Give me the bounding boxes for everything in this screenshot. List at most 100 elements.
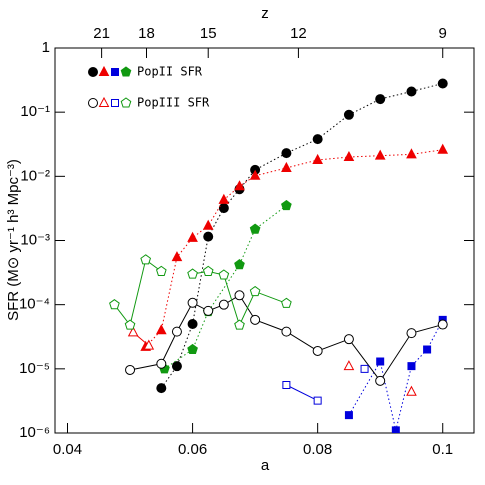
x2-tick-label: 18 bbox=[138, 25, 155, 42]
marker bbox=[344, 411, 353, 420]
x-tick-label: 0.1 bbox=[432, 441, 453, 458]
x2-tick-label: 15 bbox=[200, 25, 217, 42]
marker bbox=[406, 86, 417, 97]
series-line bbox=[145, 149, 443, 348]
marker bbox=[391, 426, 400, 433]
marker bbox=[360, 364, 369, 373]
marker bbox=[343, 334, 354, 345]
marker bbox=[218, 269, 230, 280]
marker bbox=[202, 265, 214, 276]
marker bbox=[406, 148, 417, 159]
marker bbox=[375, 94, 386, 105]
marker bbox=[281, 199, 292, 211]
y-tick-label: 10⁻⁵ bbox=[19, 360, 50, 377]
series-line bbox=[286, 369, 364, 401]
marker bbox=[282, 380, 291, 389]
marker bbox=[234, 319, 245, 330]
x-axis-label: a bbox=[261, 457, 270, 474]
marker bbox=[437, 319, 448, 330]
marker bbox=[343, 360, 355, 371]
legend-marker bbox=[111, 68, 119, 76]
marker bbox=[281, 148, 292, 159]
x2-tick-label: 9 bbox=[439, 25, 447, 42]
marker bbox=[406, 385, 417, 396]
marker bbox=[406, 328, 417, 339]
marker bbox=[140, 254, 152, 265]
marker bbox=[249, 169, 261, 180]
y-tick-label: 1 bbox=[42, 39, 50, 56]
legend-marker bbox=[88, 67, 98, 77]
marker bbox=[155, 324, 167, 335]
marker bbox=[437, 143, 449, 154]
marker bbox=[109, 299, 120, 310]
marker bbox=[376, 357, 385, 366]
marker bbox=[187, 297, 198, 308]
marker bbox=[281, 161, 292, 172]
marker bbox=[234, 180, 245, 191]
marker bbox=[156, 358, 167, 369]
marker bbox=[375, 375, 386, 386]
marker bbox=[187, 318, 198, 329]
legend-label: PopII SFR bbox=[137, 65, 203, 79]
marker bbox=[156, 383, 167, 394]
marker bbox=[203, 231, 214, 242]
marker bbox=[125, 364, 136, 375]
marker bbox=[234, 290, 245, 301]
marker bbox=[187, 268, 198, 279]
y-tick-label: 10⁻⁶ bbox=[19, 424, 50, 441]
marker bbox=[343, 150, 355, 162]
legend-marker bbox=[98, 65, 110, 76]
x2-tick-label: 12 bbox=[290, 25, 307, 42]
marker bbox=[234, 259, 245, 270]
marker bbox=[312, 134, 323, 145]
legend-marker bbox=[98, 96, 110, 107]
marker bbox=[437, 78, 448, 89]
marker bbox=[143, 339, 155, 350]
legend-marker bbox=[120, 97, 132, 108]
series-line bbox=[348, 319, 444, 431]
series-line bbox=[164, 205, 287, 370]
legend-label: PopIII SFR bbox=[137, 96, 210, 110]
marker bbox=[423, 345, 432, 354]
y-tick-label: 10⁻¹ bbox=[20, 103, 50, 120]
marker bbox=[218, 193, 230, 204]
marker bbox=[218, 299, 229, 310]
x-tick-label: 0.04 bbox=[53, 441, 82, 458]
marker bbox=[127, 326, 139, 337]
marker bbox=[171, 361, 182, 372]
marker bbox=[281, 297, 292, 308]
marker bbox=[374, 149, 386, 160]
y-tick-label: 10⁻² bbox=[20, 167, 50, 184]
marker bbox=[312, 153, 323, 164]
marker bbox=[202, 219, 214, 230]
marker bbox=[171, 326, 182, 337]
marker bbox=[218, 203, 229, 214]
x-tick-label: 0.08 bbox=[303, 441, 332, 458]
marker bbox=[203, 305, 214, 316]
marker bbox=[187, 231, 198, 242]
legend-marker bbox=[111, 99, 119, 107]
marker bbox=[171, 251, 183, 262]
x2-tick-label: 21 bbox=[93, 25, 110, 42]
marker bbox=[187, 343, 198, 355]
marker bbox=[312, 345, 323, 356]
x-tick-label: 0.06 bbox=[178, 441, 207, 458]
marker bbox=[249, 285, 261, 297]
y-tick-label: 10⁻³ bbox=[20, 231, 50, 248]
marker bbox=[281, 326, 292, 337]
legend-marker bbox=[120, 66, 132, 77]
marker bbox=[155, 265, 167, 276]
marker bbox=[313, 396, 322, 405]
marker bbox=[407, 362, 416, 371]
x2-axis-label: z bbox=[261, 5, 269, 22]
marker bbox=[343, 109, 354, 120]
y-tick-label: 10⁻⁴ bbox=[19, 296, 50, 313]
marker bbox=[124, 319, 136, 330]
marker bbox=[250, 314, 261, 325]
plot-area bbox=[109, 78, 449, 433]
series-line bbox=[114, 258, 287, 327]
y-axis-label: SFR (M⊙ yr⁻¹ h³ Mpc⁻³) bbox=[5, 159, 22, 321]
legend-marker bbox=[88, 98, 98, 108]
marker bbox=[249, 223, 261, 234]
